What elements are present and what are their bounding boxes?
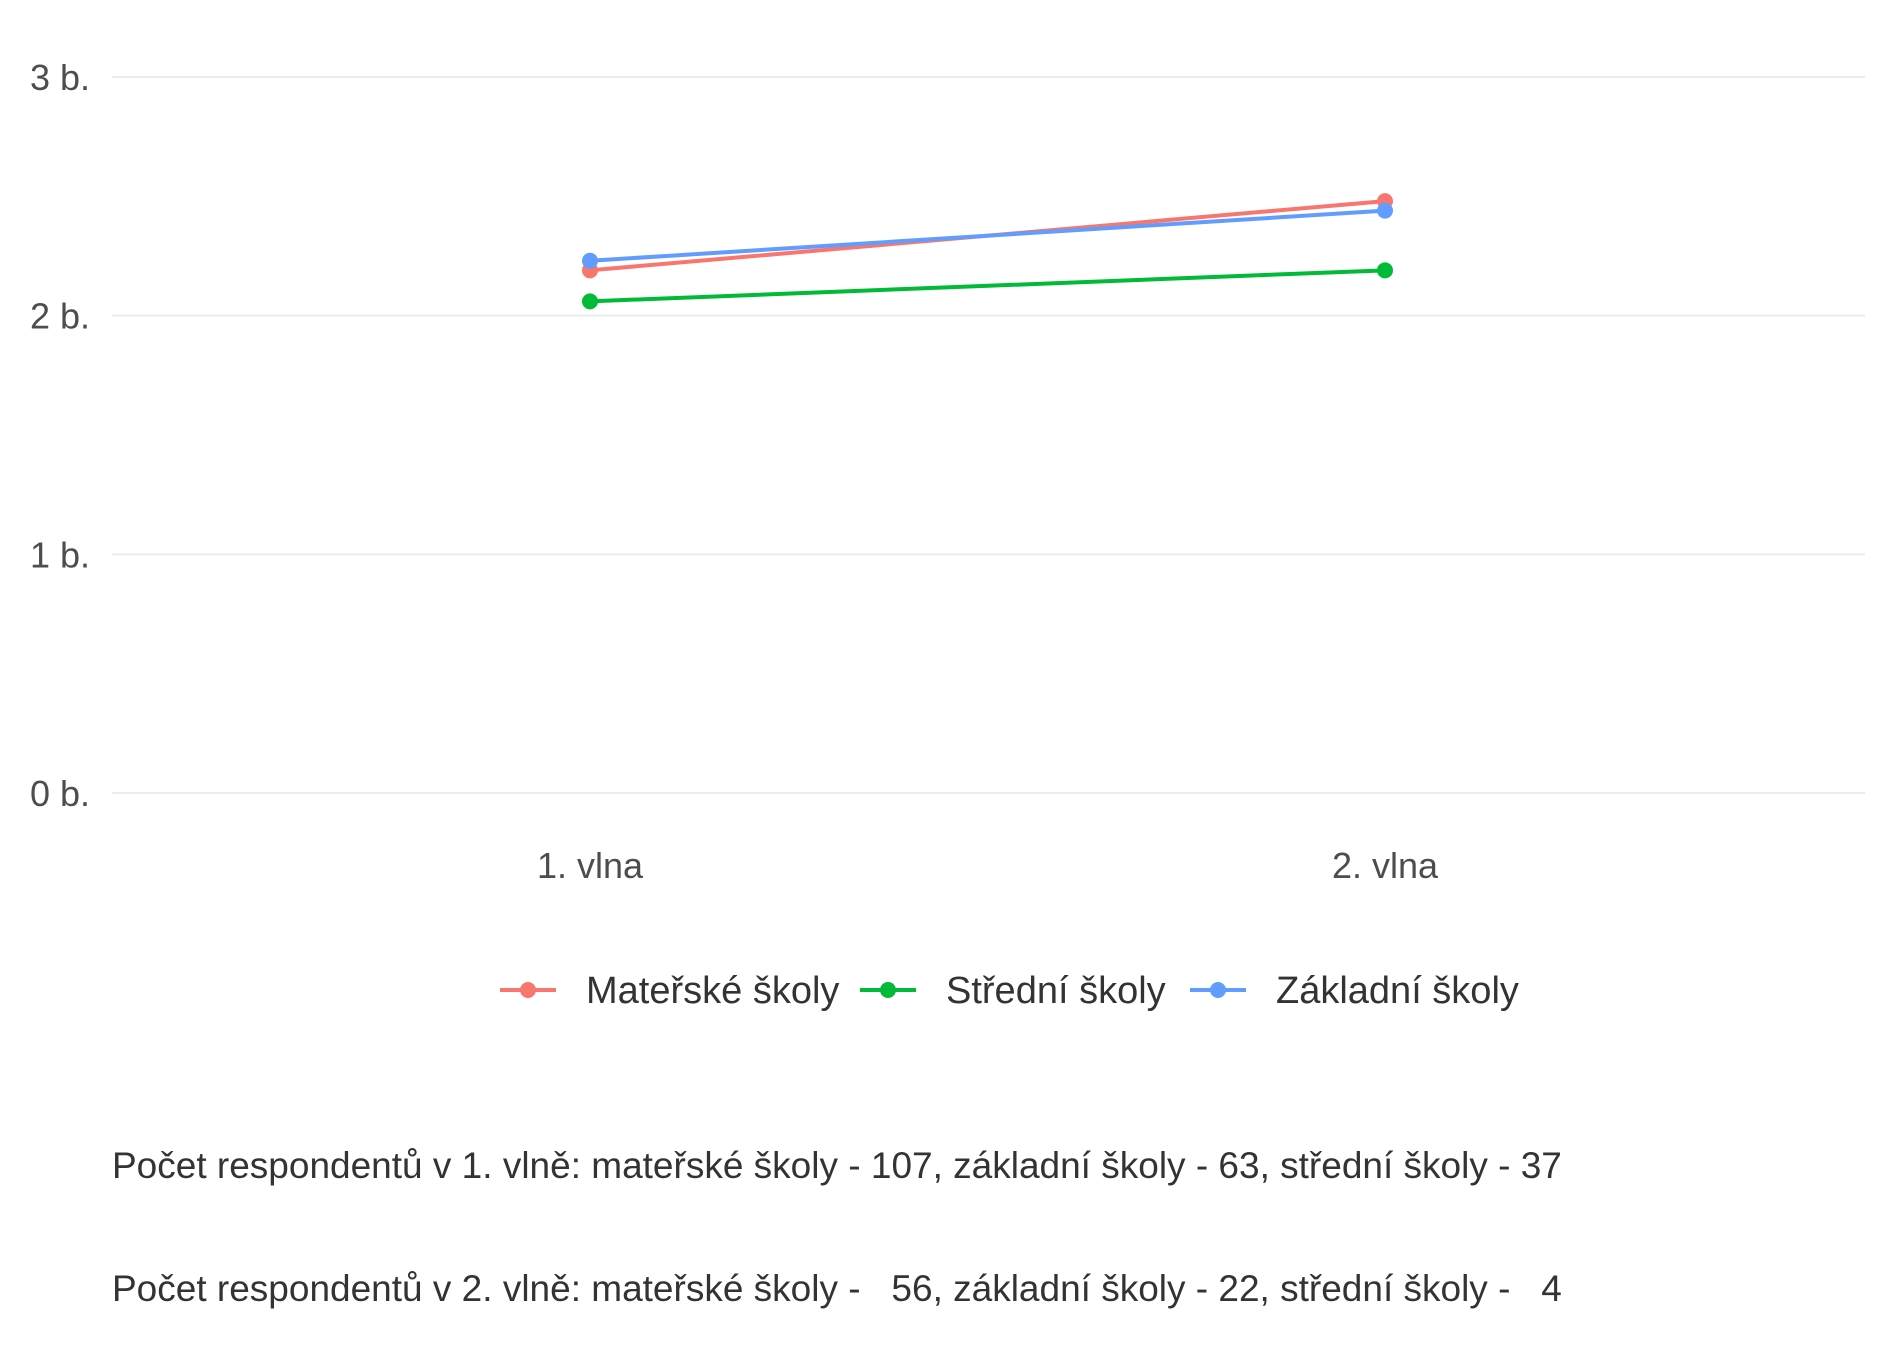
data-point <box>1377 202 1393 219</box>
series-line <box>589 208 1386 263</box>
x-tick-label: 1. vlna <box>537 845 644 886</box>
legend-key-point <box>1210 982 1226 998</box>
y-tick-label: 3 b. <box>30 57 90 98</box>
data-point <box>1377 262 1393 279</box>
legend: Mateřské školy Střední školy Základní škol… <box>500 970 1519 1012</box>
legend-label: Základní školy <box>1276 970 1519 1012</box>
data-point <box>582 293 598 310</box>
y-tick-label: 1 b. <box>30 534 90 575</box>
caption-line-2: Počet respondentů v 2. vlně: mateřské šk… <box>112 1268 1562 1309</box>
line-chart: 0 b. 1 b. 2 b. 3 b. 1. vlna 2. vlna Mateřské… <box>30 57 1865 1012</box>
legend-label: Mateřské školy <box>586 970 839 1012</box>
y-tick-label: 2 b. <box>30 296 90 337</box>
x-tick-label: 2. vlna <box>1332 845 1439 886</box>
legend-label: Střední školy <box>946 970 1166 1012</box>
y-axis-tick-labels: 0 b. 1 b. 2 b. 3 b. <box>30 57 90 814</box>
data-point <box>582 252 598 269</box>
y-tick-label: 0 b. <box>30 773 90 814</box>
gridlines <box>112 76 1865 794</box>
x-axis-tick-labels: 1. vlna 2. vlna <box>537 845 1439 886</box>
series-lines <box>589 199 1386 304</box>
respondent-counts-caption: Počet respondentů v 1. vlně: mateřské šk… <box>112 1063 1562 1350</box>
series-line <box>589 268 1386 304</box>
legend-key-point <box>520 982 536 998</box>
legend-key-point <box>880 982 896 998</box>
series-points <box>582 193 1393 310</box>
